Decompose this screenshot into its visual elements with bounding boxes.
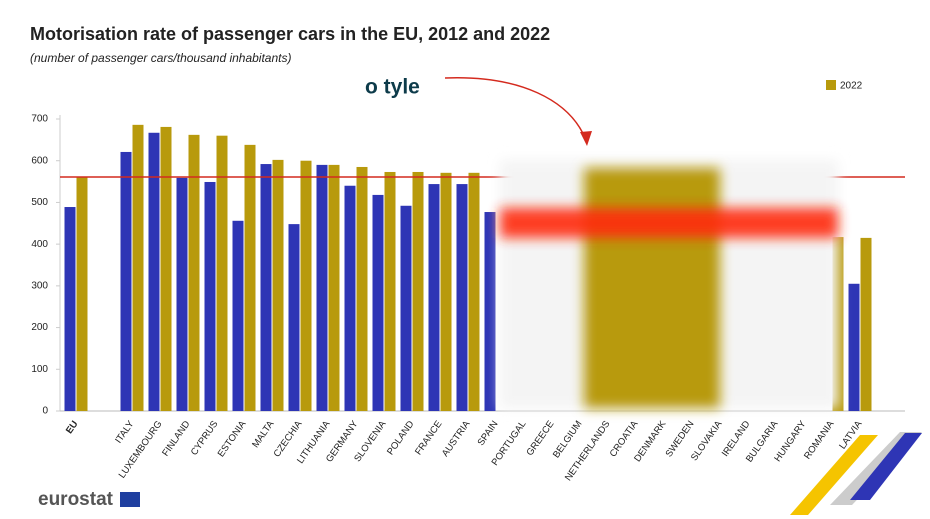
y-tick-label: 200 bbox=[31, 322, 48, 333]
bar bbox=[272, 159, 284, 411]
bar bbox=[176, 177, 188, 411]
bar bbox=[244, 144, 256, 411]
legend-label: 2022 bbox=[840, 81, 863, 92]
bar bbox=[484, 212, 496, 411]
bar bbox=[372, 194, 384, 411]
bar bbox=[356, 166, 368, 411]
y-tick-label: 300 bbox=[31, 280, 48, 291]
bar bbox=[260, 164, 272, 411]
bar bbox=[160, 126, 172, 411]
y-tick-label: 400 bbox=[31, 239, 48, 250]
bar bbox=[384, 171, 396, 411]
x-tick-label: POLAND bbox=[385, 419, 416, 457]
bar bbox=[188, 134, 200, 411]
bar bbox=[316, 164, 328, 411]
bar bbox=[132, 124, 144, 411]
decor: eurostat bbox=[38, 432, 922, 515]
chart-subtitle: (number of passenger cars/thousand inhab… bbox=[30, 51, 292, 65]
bar bbox=[440, 172, 452, 411]
bar bbox=[412, 171, 424, 411]
logo-stripe bbox=[850, 433, 922, 500]
bar bbox=[400, 205, 412, 411]
blur-band bbox=[500, 208, 838, 238]
bar bbox=[456, 184, 468, 411]
x-tick-label: AUSTRIA bbox=[440, 418, 473, 459]
x-tick-label: FINLAND bbox=[160, 419, 192, 459]
bar bbox=[428, 184, 440, 411]
chart-title: Motorisation rate of passenger cars in t… bbox=[30, 24, 550, 44]
bar bbox=[216, 135, 228, 411]
legend-swatch bbox=[826, 80, 836, 90]
x-tick-label: SPAIN bbox=[476, 419, 501, 448]
bar bbox=[288, 224, 300, 411]
eu-flag bbox=[120, 492, 140, 507]
annotation-arrow bbox=[444, 77, 587, 141]
bar bbox=[64, 207, 76, 411]
x-tick-label: ITALY bbox=[113, 418, 137, 445]
bar bbox=[300, 160, 312, 411]
bar bbox=[232, 220, 244, 411]
bar bbox=[204, 181, 216, 411]
bar bbox=[120, 151, 132, 411]
bar bbox=[148, 132, 160, 411]
bar bbox=[468, 172, 480, 411]
y-tick-label: 500 bbox=[31, 197, 48, 208]
bar bbox=[860, 237, 872, 411]
x-tick-label: ESTONIA bbox=[216, 418, 249, 459]
annotation: o tyle bbox=[365, 76, 420, 99]
y-tick-label: 700 bbox=[31, 114, 48, 125]
y-tick-label: 100 bbox=[31, 364, 48, 375]
x-tick-label: EU bbox=[64, 419, 81, 436]
bar bbox=[848, 283, 860, 411]
y-tick-label: 600 bbox=[31, 155, 48, 166]
blur-block bbox=[584, 168, 720, 408]
y-tick-label: 0 bbox=[42, 406, 48, 417]
bar bbox=[328, 164, 340, 411]
arrow-head bbox=[580, 131, 592, 146]
bar bbox=[76, 176, 88, 411]
bar bbox=[344, 185, 356, 411]
x-tick-label: MALTA bbox=[250, 418, 277, 450]
logo: eurostat bbox=[38, 489, 114, 510]
logo-stripe bbox=[790, 435, 878, 515]
